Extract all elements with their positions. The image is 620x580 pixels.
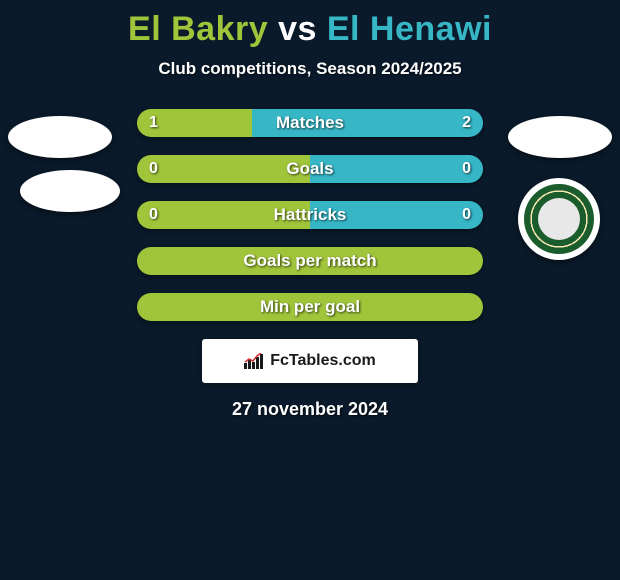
bar-right-value: 0 <box>462 155 471 183</box>
brand-text: FcTables.com <box>270 352 376 370</box>
player1-name: El Bakry <box>128 10 268 48</box>
page-title: El Bakry vs El Henawi <box>0 0 620 49</box>
comparison-row: Min per goal <box>137 293 483 321</box>
bar-left-value: 0 <box>149 201 158 229</box>
club-crest-icon <box>524 184 594 254</box>
bar-label: Hattricks <box>137 201 483 229</box>
comparison-row: Goals0 0 <box>137 155 483 183</box>
bar-label: Matches <box>137 109 483 137</box>
comparison-bars: Matches12Goals00Hattricks00Goals per mat… <box>137 109 483 321</box>
bar-left-value: 1 <box>149 109 158 137</box>
comparison-row: Hattricks0 0 <box>137 201 483 229</box>
bar-left-value: 0 <box>149 155 158 183</box>
vs-text: vs <box>278 10 317 48</box>
player2-club-logo <box>518 178 600 260</box>
comparison-row: Goals per match <box>137 247 483 275</box>
player2-name: El Henawi <box>327 10 492 48</box>
subtitle: Club competitions, Season 2024/2025 <box>0 59 620 79</box>
bar-label: Goals per match <box>137 247 483 275</box>
bar-right-value: 2 <box>462 109 471 137</box>
footer-date: 27 november 2024 <box>0 399 620 420</box>
bar-label: Min per goal <box>137 293 483 321</box>
player1-avatar <box>8 116 112 158</box>
brand-box: FcTables.com <box>202 339 418 383</box>
bar-label: Goals <box>137 155 483 183</box>
bar-right-value: 0 <box>462 201 471 229</box>
comparison-row: Matches1 2 <box>137 109 483 137</box>
player2-avatar <box>508 116 612 158</box>
bar-spark-icon <box>244 353 264 369</box>
player1-club-logo <box>20 170 120 212</box>
